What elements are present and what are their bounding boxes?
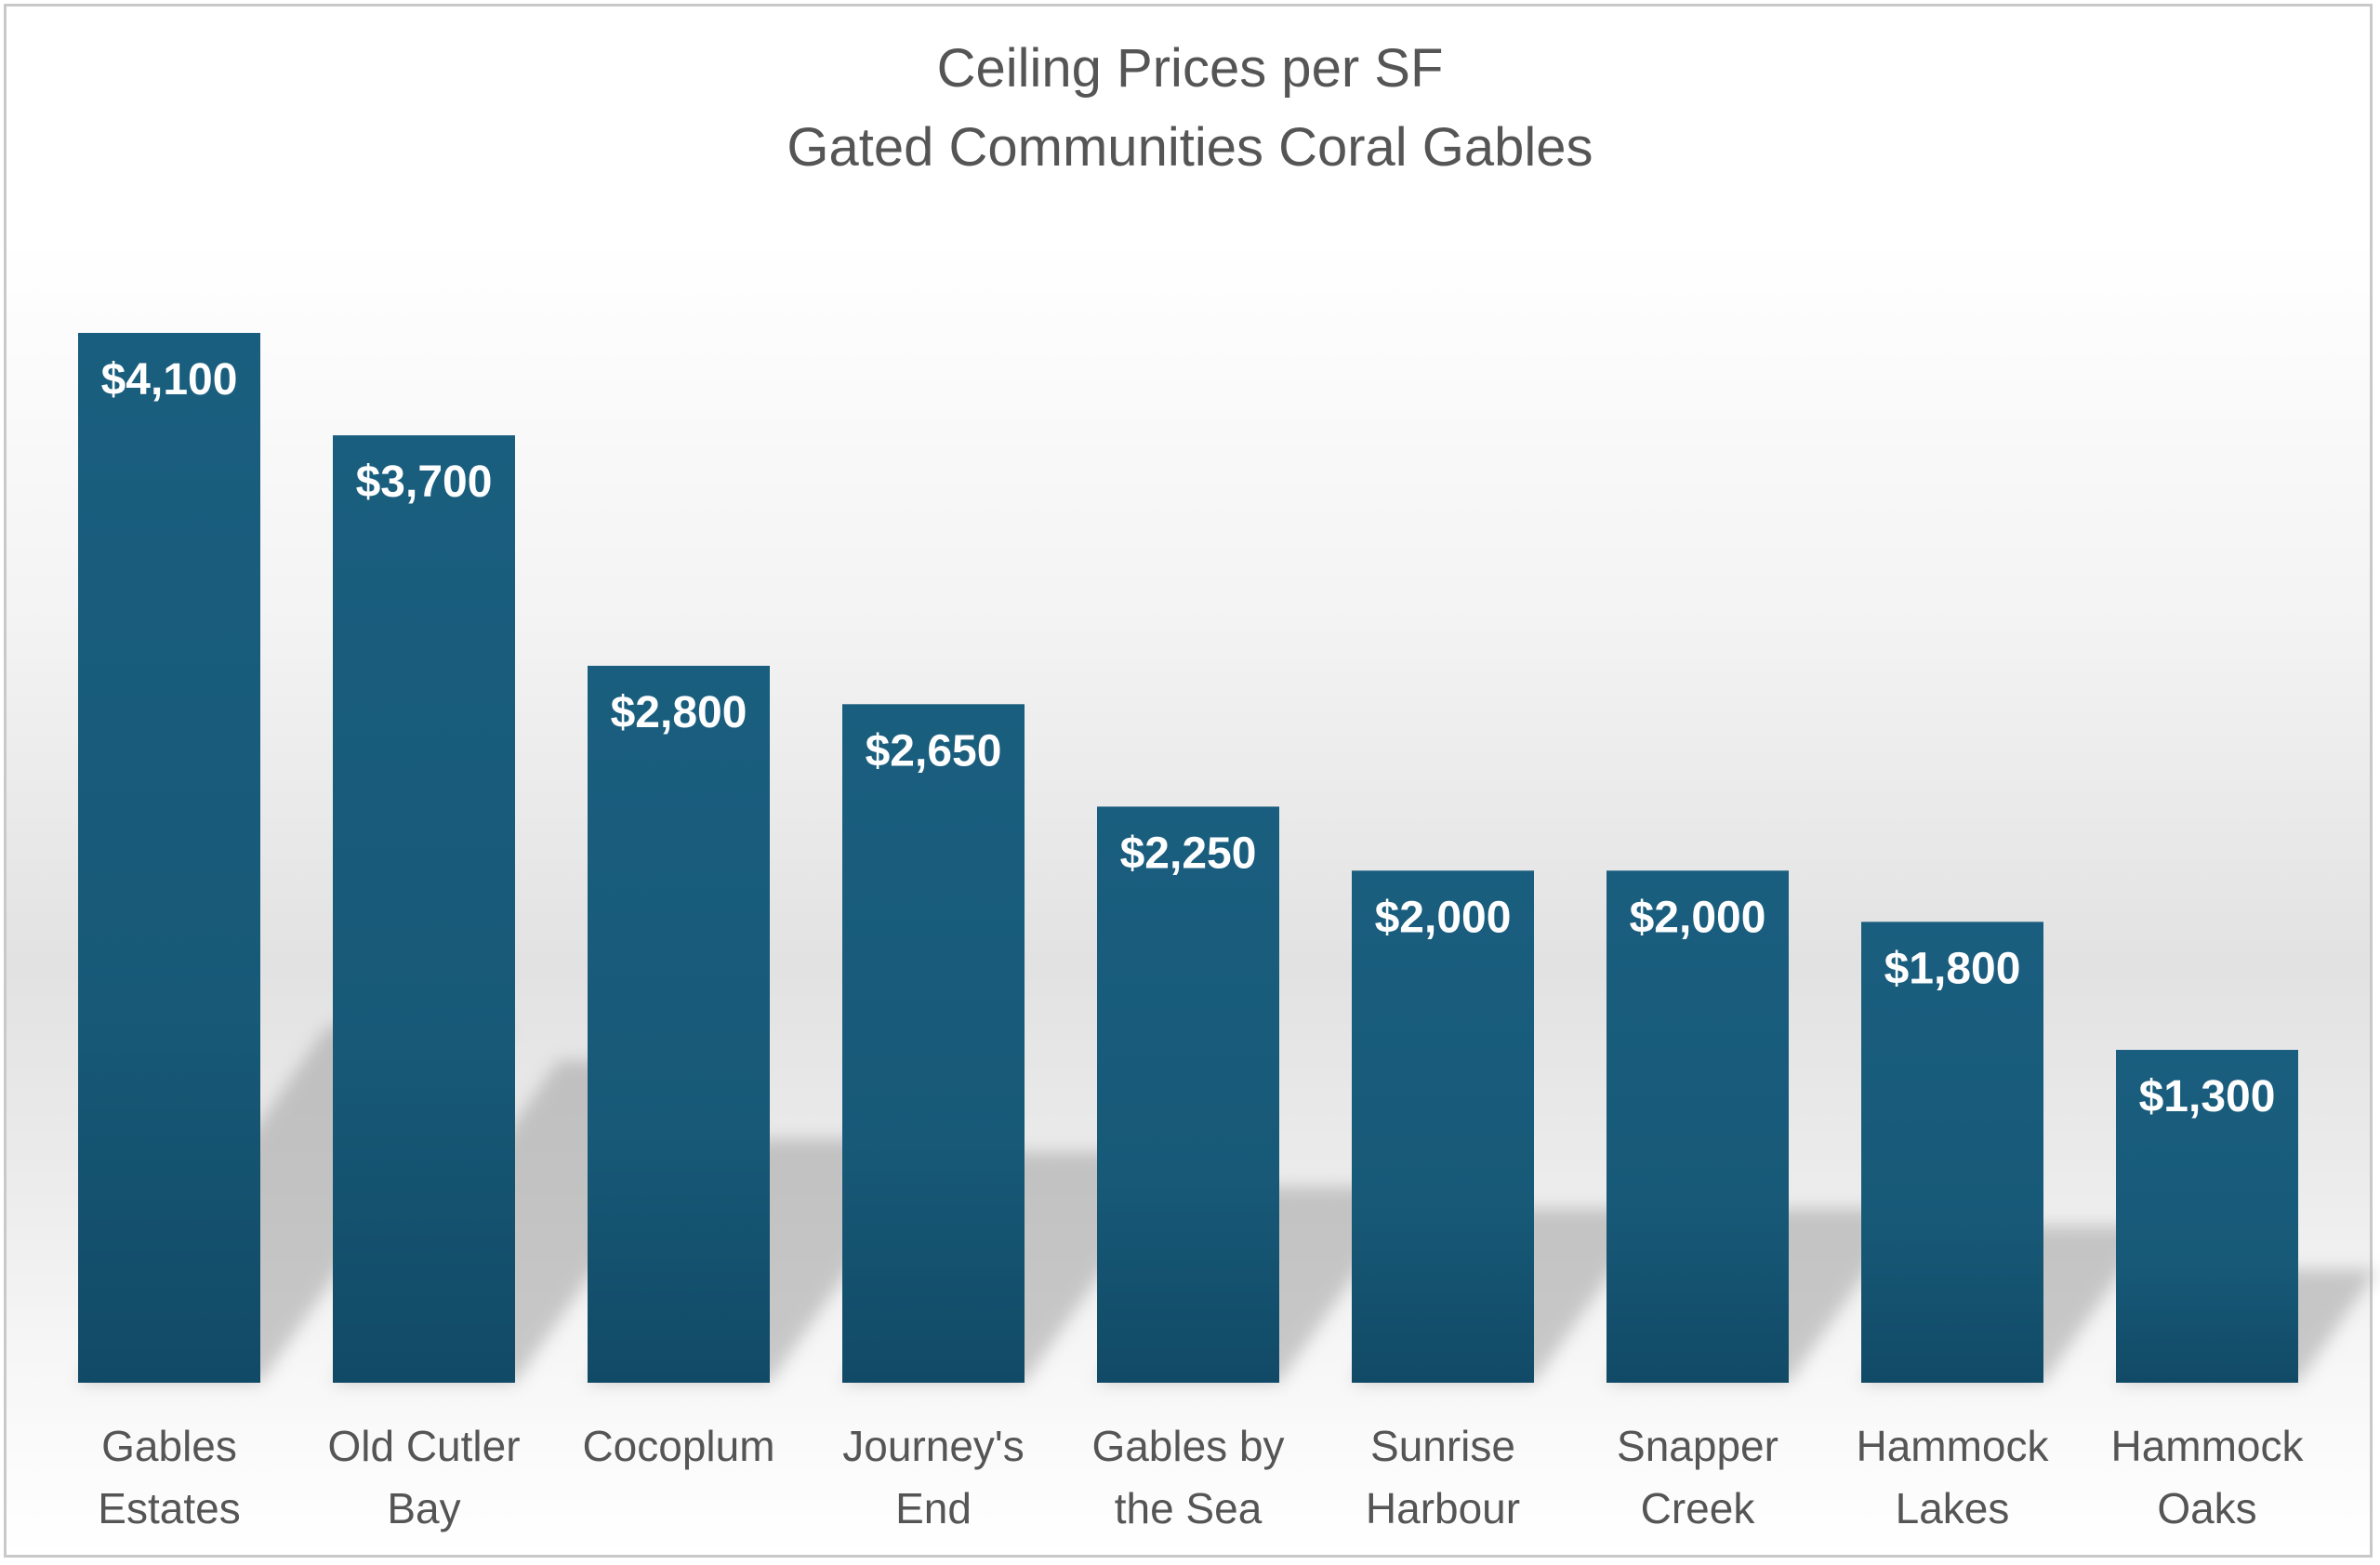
category-label-1-line-2: Bay [387,1484,460,1532]
bar-0 [78,333,260,1383]
bar-3 [842,704,1025,1383]
bar-7 [1861,922,2043,1383]
bar-8 [2116,1050,2298,1383]
category-label-7-line-2: Lakes [1896,1484,2010,1532]
value-label-5: $2,000 [1375,893,1512,942]
category-label-8-line-2: Oaks [2157,1484,2256,1532]
bar-4 [1097,806,1279,1383]
bar-2 [588,665,770,1383]
bar-1 [333,435,515,1383]
bar-5 [1352,870,1534,1383]
chart-title-line-1: Ceiling Prices per SF [937,38,1444,99]
value-label-8: $1,300 [2139,1072,2276,1121]
category-label-0-line-1: Gables [101,1422,237,1470]
chart-title-line-2: Gated Communities Coral Gables [787,117,1593,178]
category-label-4-line-1: Gables by [1091,1422,1284,1470]
value-label-2: $2,800 [611,688,747,737]
category-label-3-line-2: End [895,1484,972,1532]
value-label-1: $3,700 [356,458,493,507]
value-label-4: $2,250 [1120,829,1257,878]
category-label-6-line-1: Snapper [1617,1422,1778,1470]
category-label-1-line-1: Old Cutler [327,1422,520,1470]
value-label-3: $2,650 [866,726,1002,776]
value-label-6: $2,000 [1630,893,1766,942]
category-label-5-line-2: Harbour [1366,1484,1520,1532]
category-label-8-line-1: Hammock [2110,1422,2304,1470]
category-label-3-line-1: Journey's [842,1422,1024,1470]
category-label-5-line-1: Sunrise [1370,1422,1515,1470]
value-labels: $4,100 $3,700 $2,800 $2,650 $2,250 $2,000 $2,0… [101,355,2276,1121]
category-label-4-line-2: the Sea [1115,1484,1263,1532]
category-label-7-line-1: Hammock [1856,1422,2049,1470]
bar-6 [1606,870,1789,1383]
bars [78,333,2298,1383]
category-label-0-line-2: Estates [98,1484,240,1532]
category-labels: Gables Estates Old Cutler Bay Cocoplum Journe… [98,1422,2304,1532]
category-label-6-line-2: Creek [1641,1484,1756,1532]
category-label-2-line-1: Cocoplum [582,1422,774,1470]
value-label-7: $1,800 [1884,944,2021,993]
value-label-0: $4,100 [101,355,238,405]
